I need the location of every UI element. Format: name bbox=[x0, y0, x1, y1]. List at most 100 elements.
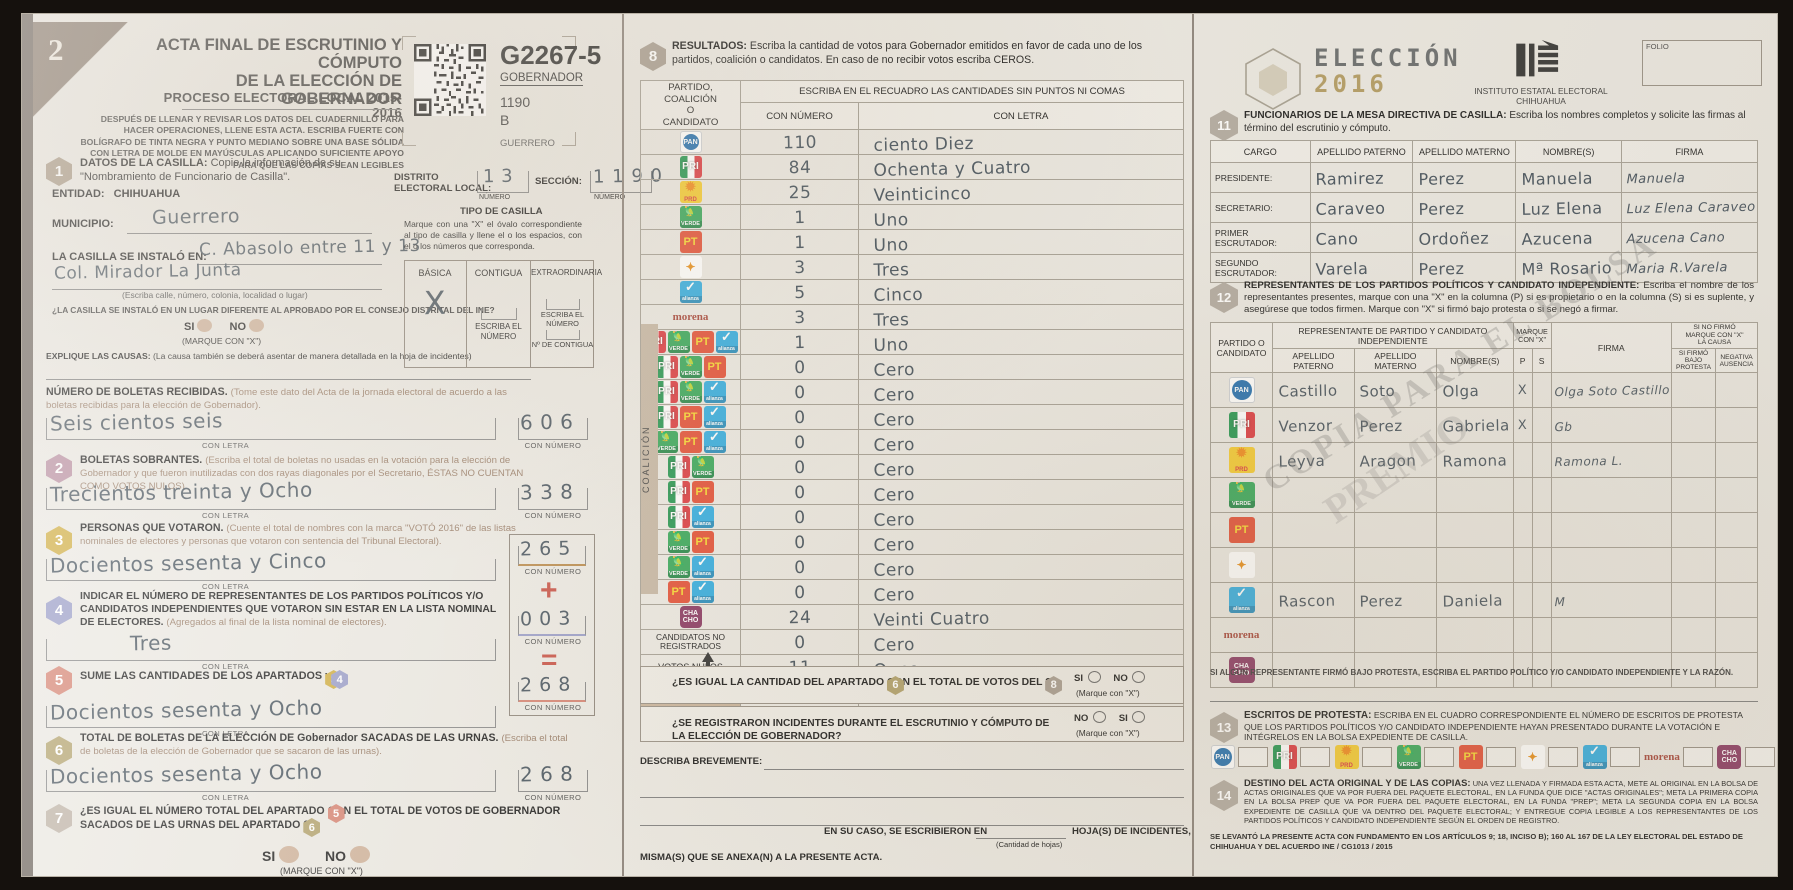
si-oval-1[interactable] bbox=[197, 319, 213, 332]
representante-ausencia-mark[interactable] bbox=[1715, 547, 1758, 583]
results-row-numero[interactable]: 84 bbox=[740, 153, 859, 181]
funcionario-materno[interactable]: Ordoñez bbox=[1412, 221, 1517, 254]
si-no-group-9[interactable]: SI NO bbox=[1074, 671, 1146, 684]
representante-paterno[interactable]: Castillo bbox=[1272, 371, 1355, 409]
representante-paterno[interactable] bbox=[1272, 476, 1355, 514]
representante-materno[interactable] bbox=[1353, 476, 1437, 514]
representante-firma[interactable]: Ramona L. bbox=[1550, 441, 1672, 479]
representante-ausencia-mark[interactable] bbox=[1715, 617, 1758, 653]
results-row-numero[interactable]: 0 bbox=[740, 503, 859, 531]
si-no-group-10[interactable]: NO SI bbox=[1074, 711, 1146, 724]
representante-propietario-mark[interactable]: X bbox=[1512, 407, 1533, 443]
representante-firma[interactable] bbox=[1550, 616, 1672, 654]
representante-protesta-mark[interactable] bbox=[1671, 512, 1716, 548]
representante-materno[interactable] bbox=[1353, 511, 1437, 549]
boletas-recibidas-letra-field[interactable] bbox=[46, 418, 496, 440]
representante-suplente-mark[interactable] bbox=[1531, 582, 1552, 618]
representante-paterno[interactable] bbox=[1272, 616, 1355, 654]
representante-nombres[interactable]: Ramona bbox=[1436, 441, 1514, 479]
escrito-protesta-box[interactable] bbox=[1682, 747, 1713, 767]
distrito-boxes[interactable] bbox=[477, 171, 529, 193]
section-3-letra-field[interactable] bbox=[46, 559, 496, 581]
results-row-numero[interactable]: 3 bbox=[740, 253, 859, 281]
representante-firma[interactable]: Gb bbox=[1550, 406, 1672, 444]
escrito-protesta-box[interactable] bbox=[1548, 747, 1578, 767]
representante-materno[interactable]: Perez bbox=[1353, 406, 1437, 444]
funcionario-firma[interactable]: Luz Elena Caraveo bbox=[1621, 191, 1758, 224]
representante-propietario-mark[interactable] bbox=[1512, 547, 1533, 583]
section-5-letra-field[interactable] bbox=[46, 706, 496, 728]
representante-suplente-mark[interactable] bbox=[1531, 547, 1552, 583]
results-row-numero[interactable]: 25 bbox=[740, 178, 859, 206]
section-6-numero-field[interactable] bbox=[518, 770, 588, 792]
tipo-extraordinaria-cell[interactable]: EXTRAORDINARIA ESCRIBA EL NÚMERO Nº DE C… bbox=[531, 260, 602, 368]
representante-suplente-mark[interactable] bbox=[1531, 512, 1552, 548]
protest-field[interactable] bbox=[1210, 688, 1758, 702]
escrito-protesta-box[interactable] bbox=[1744, 747, 1775, 767]
no-oval-7[interactable] bbox=[349, 846, 370, 863]
representante-nombres[interactable] bbox=[1436, 546, 1514, 584]
si-no-group-7[interactable]: SI NO bbox=[262, 846, 370, 864]
escrito-protesta-box[interactable] bbox=[1238, 747, 1268, 767]
tipo-contigua-cell[interactable]: CONTIGUA ESCRIBA EL NÚMERO bbox=[467, 260, 531, 368]
results-row-numero[interactable]: 0 bbox=[740, 453, 859, 481]
results-row-numero[interactable]: 0 bbox=[740, 403, 859, 431]
tipo-extra-box-2[interactable] bbox=[545, 330, 580, 340]
results-row-numero[interactable]: 1 bbox=[740, 228, 859, 256]
funcionario-nombres[interactable]: Azucena bbox=[1515, 221, 1622, 254]
representante-ausencia-mark[interactable] bbox=[1715, 582, 1758, 618]
representante-propietario-mark[interactable] bbox=[1512, 582, 1533, 618]
tipo-basica-cell[interactable]: BÁSICA X bbox=[404, 260, 467, 368]
si-oval-9[interactable] bbox=[1087, 671, 1101, 683]
results-row-numero[interactable]: 1 bbox=[740, 203, 859, 231]
results-row-numero[interactable]: 1 bbox=[740, 328, 859, 356]
section-6-letra-field[interactable] bbox=[46, 770, 496, 792]
representante-firma[interactable] bbox=[1550, 476, 1672, 514]
representante-protesta-mark[interactable] bbox=[1671, 407, 1716, 443]
results-row-numero[interactable]: 0 bbox=[740, 478, 859, 506]
representante-propietario-mark[interactable] bbox=[1512, 442, 1533, 478]
representante-nombres[interactable] bbox=[1436, 476, 1514, 514]
results-row-numero[interactable]: 3 bbox=[740, 303, 859, 331]
causas-field[interactable] bbox=[46, 366, 531, 380]
representante-nombres[interactable] bbox=[1436, 511, 1514, 549]
representante-nombres[interactable] bbox=[1436, 616, 1514, 654]
results-row-numero[interactable]: 24 bbox=[740, 603, 859, 631]
results-row-numero[interactable]: 0 bbox=[740, 628, 859, 656]
folio-box[interactable] bbox=[1642, 40, 1762, 86]
representante-propietario-mark[interactable]: X bbox=[1512, 372, 1533, 408]
representante-ausencia-mark[interactable] bbox=[1715, 372, 1758, 408]
section-2-letra-field[interactable] bbox=[46, 488, 496, 510]
funcionario-firma[interactable]: Maria R.Varela bbox=[1621, 251, 1758, 284]
representante-protesta-mark[interactable] bbox=[1671, 582, 1716, 618]
representante-ausencia-mark[interactable] bbox=[1715, 512, 1758, 548]
results-row-numero[interactable]: 0 bbox=[740, 378, 859, 406]
representante-propietario-mark[interactable] bbox=[1512, 617, 1533, 653]
representante-paterno[interactable]: Rascon bbox=[1272, 581, 1355, 619]
section-3-numero-field[interactable] bbox=[518, 546, 586, 566]
section-4-letra-field[interactable] bbox=[46, 639, 496, 661]
results-row-numero[interactable]: 0 bbox=[740, 353, 859, 381]
representante-firma[interactable]: Olga Soto Castillo bbox=[1550, 371, 1672, 409]
representante-propietario-mark[interactable] bbox=[1512, 512, 1533, 548]
representante-suplente-mark[interactable] bbox=[1531, 617, 1552, 653]
funcionario-materno[interactable]: Perez bbox=[1412, 161, 1517, 194]
section-5-numero-field[interactable] bbox=[518, 682, 586, 702]
funcionario-materno[interactable]: Perez bbox=[1412, 191, 1517, 224]
representante-firma[interactable]: M bbox=[1550, 581, 1672, 619]
representante-ausencia-mark[interactable] bbox=[1715, 477, 1758, 513]
representante-nombres[interactable]: Olga bbox=[1436, 371, 1514, 409]
funcionario-paterno[interactable]: Cano bbox=[1309, 221, 1414, 254]
tipo-extra-box-1[interactable] bbox=[545, 299, 580, 310]
representante-paterno[interactable] bbox=[1272, 511, 1355, 549]
escrito-protesta-box[interactable] bbox=[1362, 747, 1392, 767]
funcionario-nombres[interactable]: Luz Elena bbox=[1515, 191, 1622, 224]
representante-nombres[interactable]: Gabriela bbox=[1436, 406, 1514, 444]
funcionario-firma[interactable]: Azucena Cano bbox=[1621, 221, 1758, 254]
representante-nombres[interactable]: Daniela bbox=[1436, 581, 1514, 619]
results-row-numero[interactable]: 0 bbox=[740, 553, 859, 581]
representante-paterno[interactable] bbox=[1272, 546, 1355, 584]
funcionario-materno[interactable]: Perez bbox=[1412, 251, 1517, 284]
representante-protesta-mark[interactable] bbox=[1671, 372, 1716, 408]
no-oval-10[interactable] bbox=[1093, 711, 1107, 723]
